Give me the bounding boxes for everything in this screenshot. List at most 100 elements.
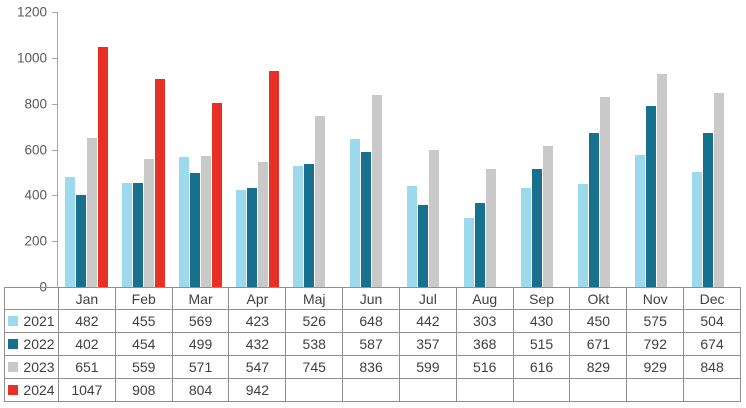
- series-color-swatch-icon: [8, 385, 19, 395]
- bar-2023-maj: [315, 116, 325, 287]
- value-cell: 671: [569, 332, 628, 356]
- category-group-apr: [229, 12, 286, 287]
- series-legend-cell: 2022: [4, 332, 59, 356]
- value-cell: [626, 378, 685, 402]
- value-cell: 571: [171, 355, 230, 379]
- month-header-cell: Feb: [114, 287, 173, 310]
- bar-2021-jan: [65, 176, 75, 287]
- bar-2023-mar: [201, 156, 211, 287]
- value-cell: 547: [228, 355, 287, 379]
- month-header-row: Jan Feb Mar Apr Maj Jun Jul Aug Sep Okt Nov Dec: [4, 287, 741, 310]
- y-axis-tick-label: 1200: [16, 4, 47, 20]
- value-cell: 1047: [58, 378, 116, 402]
- month-header-cell: Jun: [342, 287, 400, 310]
- value-cell: [398, 378, 457, 402]
- value-cell: 368: [455, 332, 514, 356]
- value-cell: [683, 378, 741, 402]
- y-axis-tick-mark: [52, 241, 57, 243]
- y-axis-tick-mark: [52, 57, 57, 59]
- category-group-jun: [343, 12, 400, 287]
- bar-2021-maj: [293, 166, 303, 287]
- bar-2023-okt: [600, 97, 610, 287]
- month-header-cell: Mar: [171, 287, 230, 310]
- bar-2022-jul: [418, 205, 428, 287]
- bar-2023-feb: [144, 158, 154, 287]
- bar-2021-jul: [407, 185, 417, 287]
- data-table: Jan Feb Mar Apr Maj Jun Jul Aug Sep Okt Nov Dec 202…: [4, 287, 741, 402]
- value-cell: 357: [398, 332, 457, 356]
- table-row-2022: 2022 402 454 499 432 538 587 357 368 515 671 792 674: [4, 332, 741, 356]
- y-axis: 0 200 400 600 800 1000 1200: [4, 0, 57, 295]
- value-cell: 648: [342, 309, 400, 333]
- month-header-cell: Aug: [455, 287, 514, 310]
- value-cell: 616: [512, 355, 571, 379]
- value-cell: 450: [569, 309, 628, 333]
- series-legend-cell: 2023: [4, 355, 59, 379]
- value-cell: [342, 378, 400, 402]
- plot-area: [57, 12, 742, 287]
- value-cell: 515: [512, 332, 571, 356]
- bar-2021-apr: [236, 190, 246, 287]
- table-row-2024: 2024 1047 908 804 942: [4, 378, 741, 402]
- bar-2023-aug: [486, 168, 496, 287]
- category-group-mar: [172, 12, 229, 287]
- bar-2022-sep: [532, 168, 542, 287]
- bar-2024-mar: [212, 102, 222, 287]
- bar-2023-nov: [657, 74, 667, 287]
- value-cell: 499: [171, 332, 230, 356]
- value-cell: 829: [569, 355, 628, 379]
- category-group-nov: [628, 12, 685, 287]
- table-corner-cell: [4, 287, 59, 310]
- bar-2023-jun: [372, 95, 382, 287]
- bar-2021-okt: [578, 183, 588, 287]
- value-cell: 454: [114, 332, 173, 356]
- bar-2022-mar: [190, 172, 200, 287]
- series-year-label: 2023: [23, 359, 55, 375]
- bar-2023-dec: [714, 92, 724, 287]
- bar-2021-mar: [179, 156, 189, 287]
- value-cell: 575: [626, 309, 685, 333]
- value-cell: 423: [228, 309, 287, 333]
- series-legend-cell: 2024: [4, 378, 59, 402]
- value-cell: 432: [228, 332, 287, 356]
- value-cell: 804: [171, 378, 230, 402]
- y-axis-tick-label: 600: [24, 142, 47, 157]
- category-group-dec: [685, 12, 742, 287]
- bar-2021-jun: [350, 138, 360, 287]
- value-cell: 516: [455, 355, 514, 379]
- bar-2022-maj: [304, 163, 314, 287]
- chart-plot-region: 0 200 400 600 800 1000 1200: [4, 0, 742, 295]
- bar-2023-jul: [429, 149, 439, 287]
- bar-2022-nov: [646, 105, 656, 287]
- bar-2024-apr: [269, 71, 279, 287]
- bar-2024-jan: [98, 47, 108, 287]
- bar-2021-nov: [635, 155, 645, 287]
- bar-2022-jun: [361, 152, 371, 287]
- month-header-cell: Jan: [58, 287, 116, 310]
- month-header-cell: Nov: [626, 287, 685, 310]
- bar-2024-feb: [155, 78, 165, 287]
- month-header-cell: Sep: [512, 287, 571, 310]
- bar-2022-feb: [133, 182, 143, 287]
- bar-2022-okt: [589, 133, 599, 287]
- value-cell: 442: [398, 309, 457, 333]
- value-cell: [512, 378, 571, 402]
- series-legend-cell: 2021: [4, 309, 59, 333]
- value-cell: 559: [114, 355, 173, 379]
- bar-2023-sep: [543, 145, 553, 287]
- bar-2021-dec: [692, 171, 702, 287]
- value-cell: 674: [683, 332, 741, 356]
- bar-2021-feb: [122, 182, 132, 287]
- chart-content: 0 200 400 600 800 1000 1200 Jan Feb Mar Apr Maj Jun…: [4, 0, 742, 402]
- series-year-label: 2024: [23, 382, 55, 398]
- value-cell: 908: [114, 378, 173, 402]
- value-cell: 303: [455, 309, 514, 333]
- value-cell: 836: [342, 355, 400, 379]
- series-color-swatch-icon: [8, 339, 19, 349]
- y-axis-tick-mark: [52, 195, 57, 197]
- y-axis-tick-mark: [52, 103, 57, 105]
- value-cell: 848: [683, 355, 741, 379]
- bar-2022-dec: [703, 132, 713, 287]
- y-axis-tick-label: 400: [24, 187, 47, 203]
